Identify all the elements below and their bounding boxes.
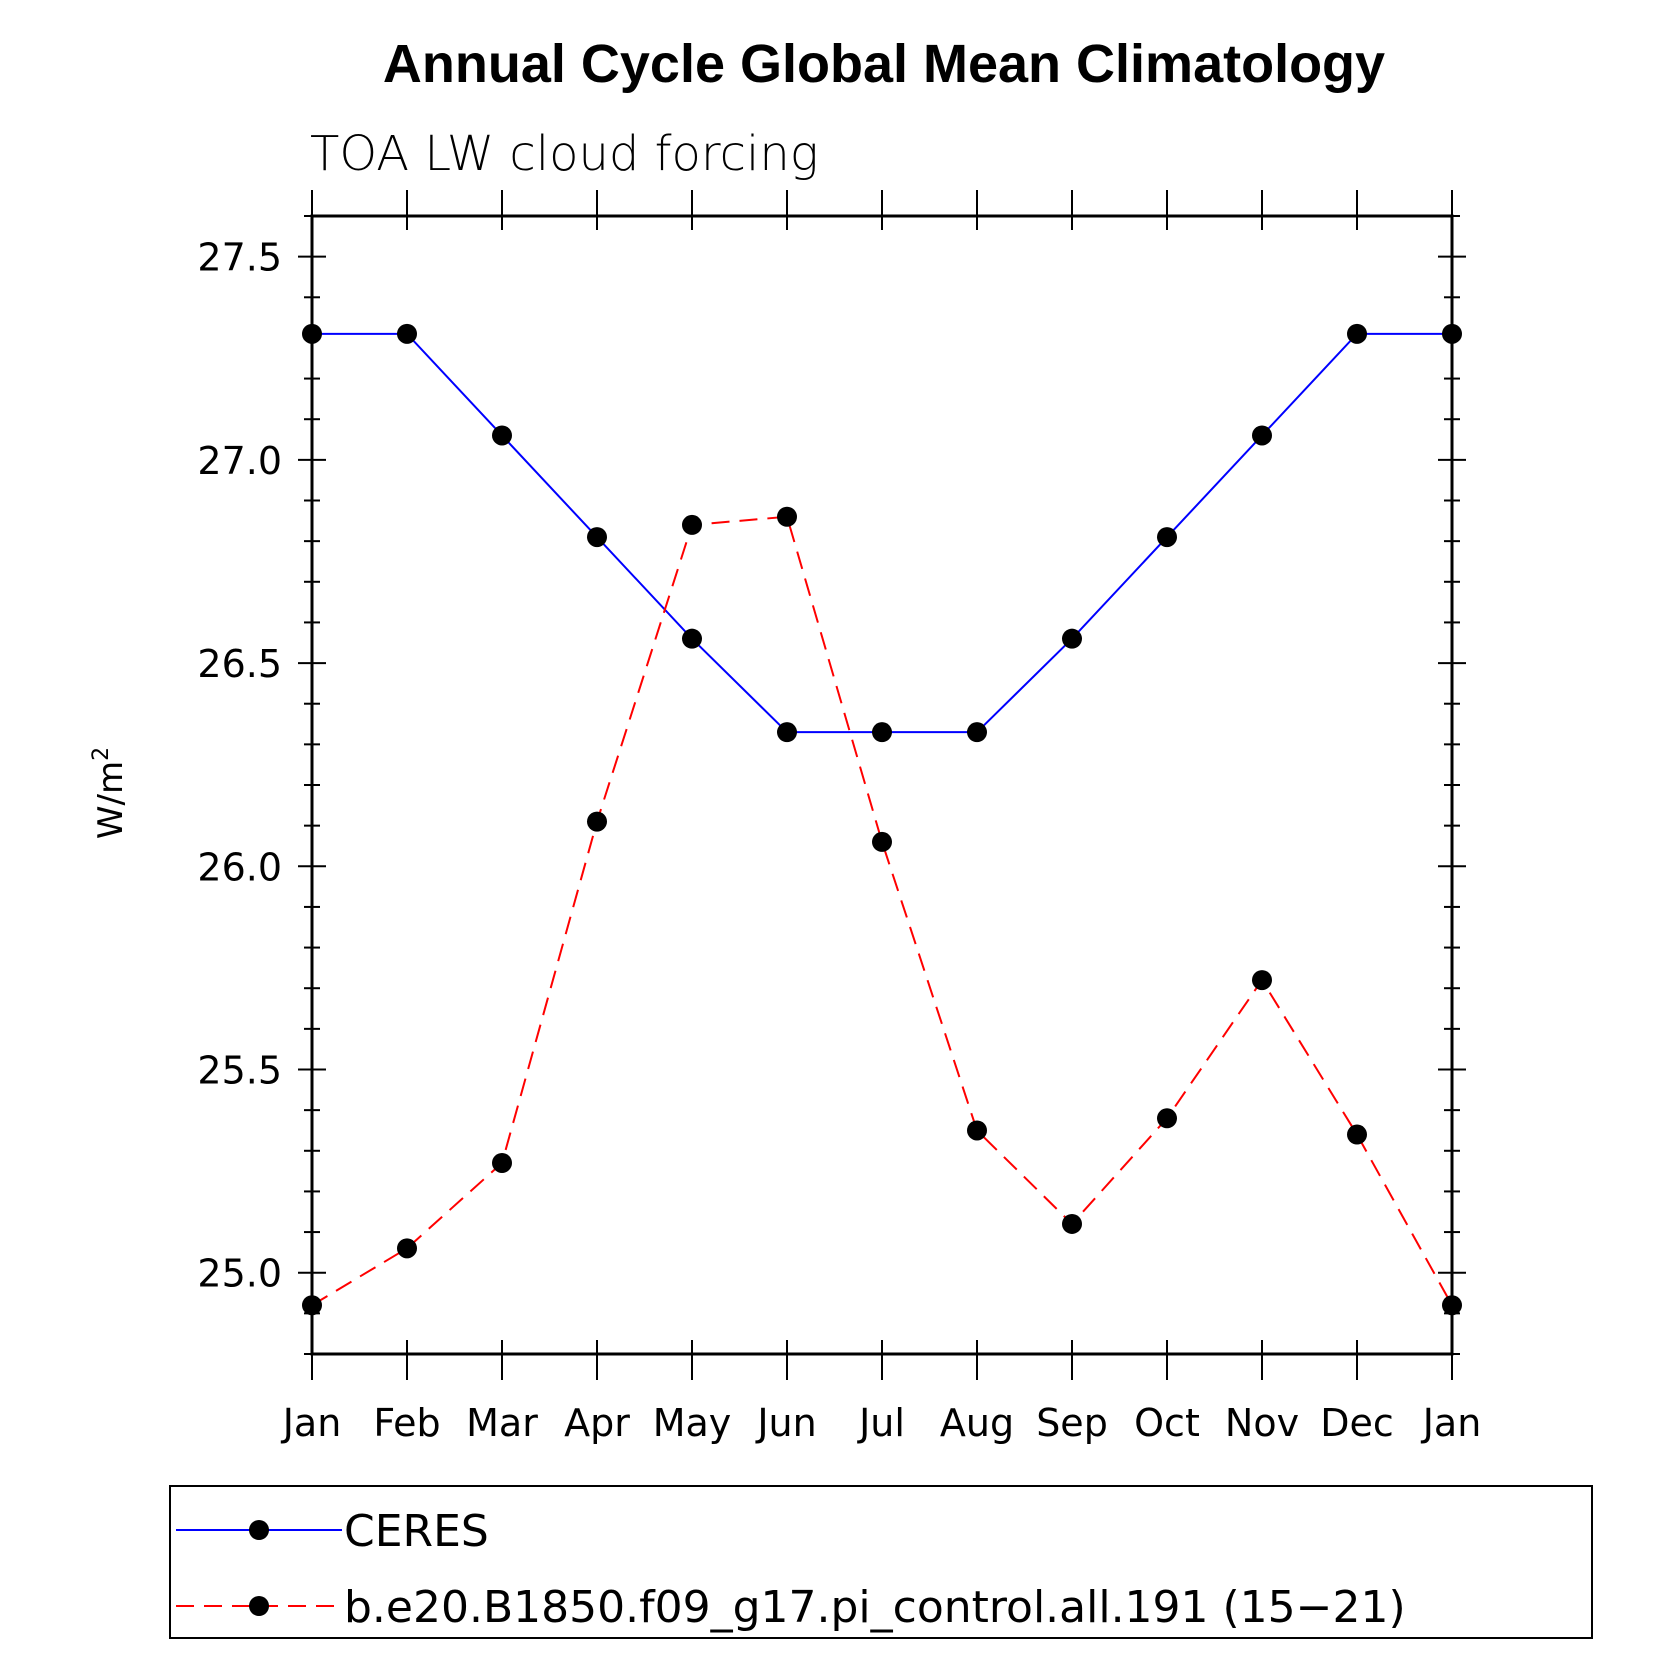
series-1-point: [1442, 323, 1462, 344]
y-tick-label: 26.5: [197, 642, 282, 686]
x-tick-label: Jul: [857, 1401, 905, 1445]
series-2-point: [587, 811, 607, 832]
series-1-point: [967, 722, 987, 743]
x-tick-label: Apr: [564, 1401, 630, 1445]
x-tick-label: Jan: [1421, 1401, 1482, 1445]
y-tick-label: 26.0: [197, 845, 282, 889]
series-2-point: [1157, 1108, 1177, 1129]
series-2-point: [397, 1238, 417, 1259]
series-2-point: [872, 831, 892, 852]
y-axis-tick-labels: 25.0 25.5 26.0 26.5 27.0 27.5: [197, 236, 282, 1296]
legend-entries: CERES b.e20.B1850.f09_g17.pi_control.all.…: [176, 1506, 1406, 1633]
x-tick-label: Jan: [281, 1401, 342, 1445]
legend-label-1: CERES: [344, 1506, 489, 1557]
series-2-point: [777, 506, 797, 527]
legend-label-2: b.e20.B1850.f09_g17.pi_control.all.191 (…: [344, 1582, 1406, 1633]
legend: CERES b.e20.B1850.f09_g17.pi_control.all.…: [169, 1485, 1593, 1639]
series-1-point: [1252, 425, 1272, 446]
legend-marker-1: [249, 1520, 269, 1540]
y-axis-label-main: W/m: [91, 761, 131, 839]
series-2-point: [967, 1120, 987, 1141]
x-tick-label: Aug: [940, 1401, 1014, 1445]
series-1-point: [1157, 527, 1177, 548]
series-2-point: [1442, 1295, 1462, 1316]
series-1-point: [872, 722, 892, 743]
series-1-point: [682, 628, 702, 649]
series-1-point: [587, 527, 607, 548]
x-tick-label: Jun: [755, 1401, 816, 1445]
x-tick-label: Sep: [1036, 1401, 1108, 1445]
chart-title: Annual Cycle Global Mean Climatology: [383, 34, 1385, 94]
y-tick-label: 27.5: [197, 236, 282, 280]
series-1-point: [492, 425, 512, 446]
x-tick-label: Feb: [373, 1401, 440, 1445]
series-1-point: [302, 323, 322, 344]
x-axis-ticks: [311, 190, 1453, 1380]
series-2-point: [302, 1295, 322, 1316]
legend-marker-2: [249, 1596, 269, 1616]
series-1-point: [397, 323, 417, 344]
x-tick-label: Nov: [1225, 1401, 1299, 1445]
legend-box: [169, 1485, 1593, 1639]
y-axis-label: W/m2: [89, 747, 131, 839]
series-2-point: [682, 514, 702, 535]
y-tick-label: 27.0: [197, 439, 282, 483]
x-axis-tick-labels: Jan Feb Mar Apr May Jun Jul Aug Sep Oct Nov Dec Jan: [281, 1401, 1482, 1445]
y-tick-label: 25.5: [197, 1049, 282, 1093]
x-tick-label: May: [653, 1401, 732, 1445]
y-tick-label: 25.0: [197, 1252, 282, 1296]
series-2-point: [492, 1152, 512, 1173]
x-tick-label: Dec: [1320, 1401, 1394, 1445]
series-2-point: [1062, 1213, 1082, 1234]
chart-subtitle: TOA LW cloud forcing: [310, 126, 819, 182]
x-tick-label: Oct: [1134, 1401, 1200, 1445]
series-1-point: [1347, 323, 1367, 344]
y-axis-label-superscript: 2: [89, 747, 114, 761]
series-2-point: [1347, 1124, 1367, 1145]
series-1-point: [1062, 628, 1082, 649]
x-tick-label: Mar: [466, 1401, 538, 1445]
series-2-point: [1252, 970, 1272, 991]
series-markers: [302, 323, 1462, 1316]
series-1-point: [777, 722, 797, 743]
